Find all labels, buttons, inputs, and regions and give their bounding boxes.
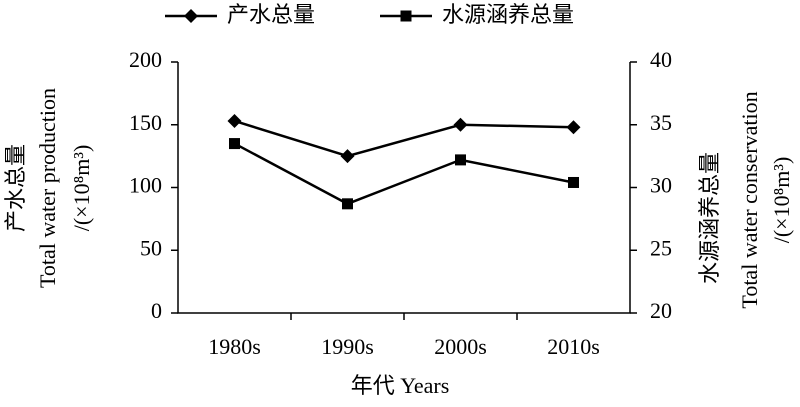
x-tick-label: 2000s xyxy=(434,334,487,359)
y-tick-label: 150 xyxy=(129,110,162,135)
y2-tick-label: 25 xyxy=(650,235,672,260)
data-point xyxy=(568,176,579,188)
y2-tick-label: 20 xyxy=(650,298,672,323)
legend-marker xyxy=(400,10,412,22)
y-tick-label: 50 xyxy=(140,235,162,260)
x-tick-label: 2010s xyxy=(547,334,600,359)
y2-axis-label: /(×10⁸m³) xyxy=(769,157,794,244)
y2-tick-label: 40 xyxy=(650,47,672,72)
x-axis-label: 年代 Years xyxy=(351,373,450,398)
data-point xyxy=(342,198,353,210)
x-tick-label: 1990s xyxy=(321,334,374,359)
y-axis-label: /(×10⁸m³) xyxy=(69,145,94,232)
data-point xyxy=(227,113,242,128)
y-axis-label: Total water production xyxy=(35,88,60,288)
y2-tick-label: 30 xyxy=(650,173,672,198)
y-axis-label: 产水总量 xyxy=(3,144,28,232)
legend-label: 水源涵养总量 xyxy=(442,2,574,27)
y2-axis-label: 水源涵养总量 xyxy=(697,152,722,284)
data-point xyxy=(229,138,240,150)
data-point xyxy=(566,120,581,135)
y2-axis-label: Total water conservation xyxy=(737,91,762,308)
series-line xyxy=(233,142,574,206)
legend-marker xyxy=(184,9,198,23)
axis-frame xyxy=(177,62,631,314)
data-point xyxy=(453,117,468,132)
legend-label: 产水总量 xyxy=(227,2,315,27)
x-tick-label: 1980s xyxy=(208,334,261,359)
data-point xyxy=(340,149,355,164)
y2-tick-label: 35 xyxy=(650,110,672,135)
y-tick-label: 0 xyxy=(151,298,162,323)
y-tick-label: 100 xyxy=(129,173,162,198)
series-line xyxy=(234,119,574,158)
y-tick-label: 200 xyxy=(129,47,162,72)
data-point xyxy=(455,154,466,166)
